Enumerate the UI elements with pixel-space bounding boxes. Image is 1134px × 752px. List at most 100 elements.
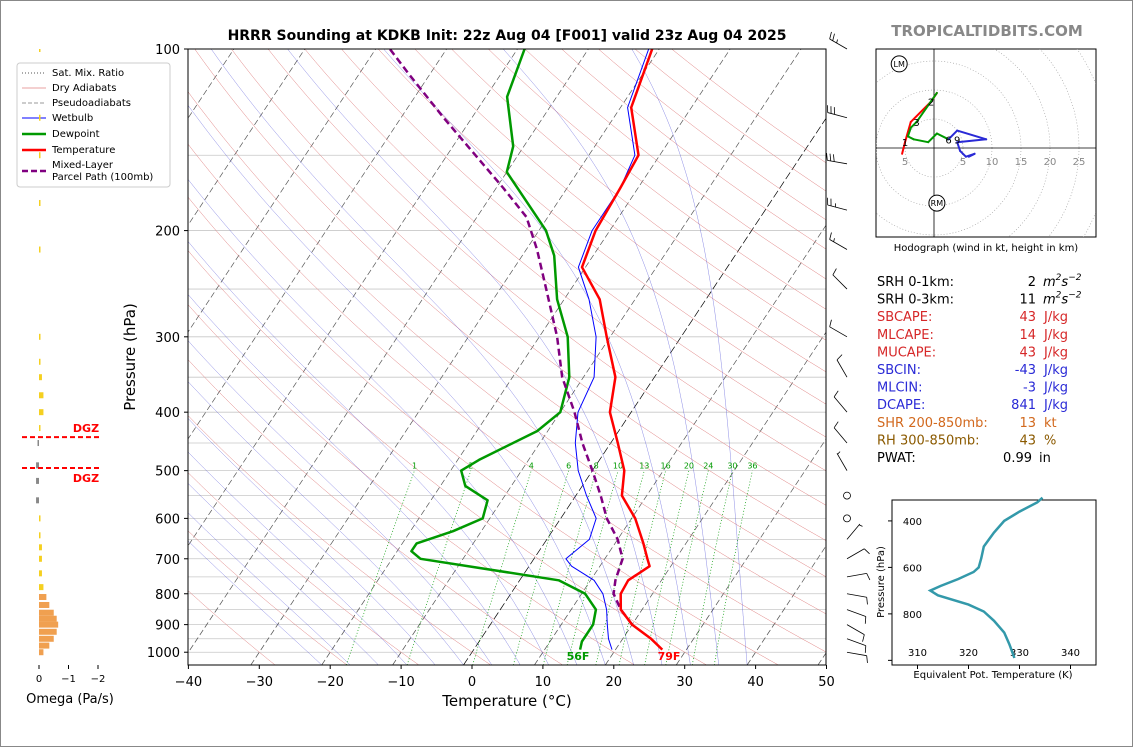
legend-dewpoint: Dewpoint bbox=[52, 129, 100, 140]
y-tick-label: 200 bbox=[155, 225, 180, 240]
y-tick-label: 800 bbox=[155, 588, 180, 603]
hodo-ring-label: 5 bbox=[960, 157, 966, 168]
legend-mixratio: Sat. Mix. Ratio bbox=[52, 68, 124, 79]
omega-bar bbox=[36, 497, 39, 503]
omega-bar bbox=[39, 374, 42, 380]
omega-bar bbox=[39, 359, 41, 365]
x-tick-label: −10 bbox=[387, 675, 414, 690]
hodo-height-label: 1 bbox=[902, 138, 908, 149]
thetae-ylabel: Pressure (hPa) bbox=[876, 546, 887, 618]
omega-bar bbox=[39, 334, 41, 340]
thetae-y-tick-label: 400 bbox=[903, 517, 922, 528]
omega-bar bbox=[39, 425, 41, 431]
legend-dry-adiabats: Dry Adiabats bbox=[52, 83, 116, 94]
hodo-ring-label: 10 bbox=[986, 157, 999, 168]
y-tick-label: 100 bbox=[155, 43, 180, 58]
omega-bar bbox=[36, 478, 39, 484]
index-label: RH 300-850mb: bbox=[877, 433, 980, 448]
omega-bar bbox=[39, 594, 46, 600]
index-value: 841 bbox=[1011, 398, 1036, 413]
index-label: SBCAPE: bbox=[877, 310, 932, 325]
index-label: SRH 0-3km: bbox=[877, 293, 954, 308]
mixing-ratio-label: 30 bbox=[727, 462, 737, 471]
index-unit: J/kg bbox=[1043, 345, 1068, 360]
omega-bar bbox=[38, 440, 40, 446]
x-tick-label: 10 bbox=[535, 675, 552, 690]
index-value: 11 bbox=[1019, 293, 1036, 308]
omega-bar bbox=[39, 115, 41, 121]
omega-bar bbox=[39, 152, 41, 158]
mixing-ratio-label: 24 bbox=[703, 462, 713, 471]
hodo-height-label: 9 bbox=[954, 135, 960, 146]
index-value: 43 bbox=[1019, 310, 1036, 325]
legend-temperature: Temperature bbox=[51, 145, 115, 156]
omega-bar bbox=[39, 556, 42, 562]
y-tick-label: 600 bbox=[155, 512, 180, 527]
index-unit: in bbox=[1039, 451, 1051, 466]
thetae-y-tick-label: 800 bbox=[903, 610, 922, 621]
skewt-xlabel: Temperature (°C) bbox=[441, 692, 571, 710]
wind-barb-flag bbox=[865, 646, 866, 653]
skewt-legend: Sat. Mix. Ratio Dry Adiabats Pseudoadiab… bbox=[17, 63, 170, 187]
hodo-ring-label: 15 bbox=[1015, 157, 1028, 168]
mixing-ratio-label: 8 bbox=[594, 462, 599, 471]
thetae-x-tick-label: 320 bbox=[959, 648, 978, 659]
thetae-frame bbox=[892, 500, 1096, 665]
index-label: PWAT: bbox=[877, 451, 916, 466]
index-unit: J/kg bbox=[1043, 310, 1068, 325]
y-tick-label: 400 bbox=[155, 406, 180, 421]
omega-bar bbox=[39, 392, 43, 398]
thetae-xlabel: Equivalent Pot. Temperature (K) bbox=[913, 670, 1072, 681]
x-tick-label: 40 bbox=[747, 675, 764, 690]
omega-bar bbox=[39, 247, 41, 253]
sfc-temp-label: 79F bbox=[658, 650, 681, 663]
index-label: SHR 200-850mb: bbox=[877, 416, 988, 431]
index-unit: J/kg bbox=[1043, 363, 1068, 378]
site-watermark: TROPICALTIDBITS.COM bbox=[891, 22, 1083, 40]
sfc-dewpoint-label: 56F bbox=[567, 650, 590, 663]
index-value: 13 bbox=[1019, 416, 1036, 431]
hodo-height-label: 2 bbox=[928, 98, 934, 109]
index-value: -3 bbox=[1023, 381, 1036, 396]
hodo-ring-label: 25 bbox=[1073, 157, 1086, 168]
skewt-ylabel: Pressure (hPa) bbox=[121, 303, 139, 411]
index-value: 14 bbox=[1019, 328, 1036, 343]
dgz-label: DGZ bbox=[73, 422, 99, 435]
omega-bar bbox=[39, 622, 58, 628]
hodo-ring-label: 20 bbox=[1044, 157, 1057, 168]
mixing-ratio-label: 13 bbox=[639, 462, 649, 471]
hodo-ring-label: 5 bbox=[902, 157, 908, 168]
mixing-ratio-label: 36 bbox=[747, 462, 757, 471]
index-value: 0.99 bbox=[1003, 451, 1032, 466]
mixing-ratio-label: 16 bbox=[661, 462, 671, 471]
omega-bar bbox=[39, 629, 57, 635]
omega-bar bbox=[39, 602, 49, 608]
wind-barb-flag bbox=[865, 616, 866, 623]
hodograph-caption: Hodograph (wind in kt, height in km) bbox=[894, 243, 1079, 254]
omega-xlabel: Omega (Pa/s) bbox=[26, 692, 114, 707]
mixing-ratio-label: 1 bbox=[412, 462, 417, 471]
index-label: MLCIN: bbox=[877, 381, 922, 396]
legend-wetbulb: Wetbulb bbox=[52, 113, 93, 124]
thetae-x-tick-label: 340 bbox=[1061, 648, 1080, 659]
index-value: 2 bbox=[1028, 275, 1036, 290]
mixing-ratio-label: 4 bbox=[529, 462, 534, 471]
index-unit: J/kg bbox=[1043, 398, 1068, 413]
omega-bar bbox=[39, 544, 42, 550]
index-value: 43 bbox=[1019, 433, 1036, 448]
legend-parcel-1: Mixed-Layer bbox=[52, 160, 114, 171]
hodo-rm-label: RM bbox=[931, 199, 944, 208]
x-tick-label: 0 bbox=[468, 675, 476, 690]
hodo-lm-label: LM bbox=[894, 60, 905, 69]
omega-bar bbox=[39, 584, 43, 590]
index-label: SRH 0-1km: bbox=[877, 275, 954, 290]
index-label: MUCAPE: bbox=[877, 345, 936, 360]
omega-x-tick-label: −2 bbox=[91, 674, 106, 685]
omega-bar bbox=[39, 409, 43, 415]
y-tick-label: 1000 bbox=[147, 646, 180, 661]
omega-bar bbox=[39, 515, 41, 521]
index-value: 43 bbox=[1019, 345, 1036, 360]
legend-parcel-2: Parcel Path (100mb) bbox=[52, 172, 153, 183]
hodo-height-label: 6 bbox=[945, 135, 951, 146]
